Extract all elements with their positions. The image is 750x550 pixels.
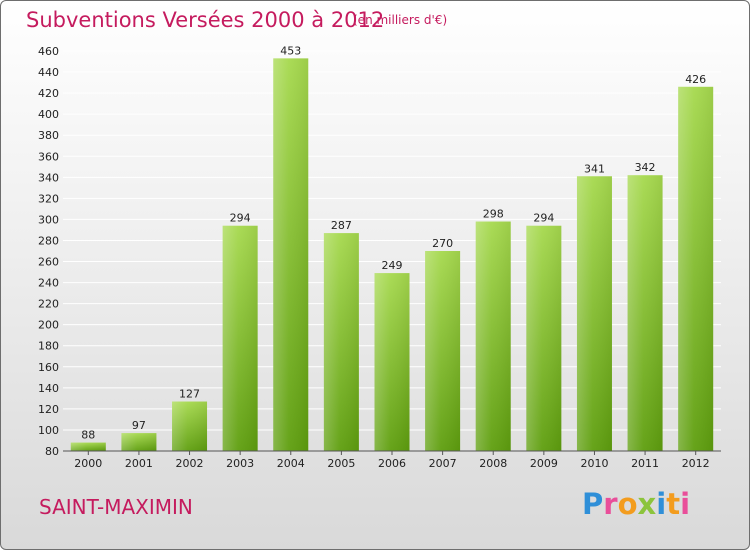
bar-shine — [222, 225, 258, 451]
x-tick-label: 2009 — [530, 457, 558, 470]
bar-shine — [273, 58, 309, 452]
y-tick-label: 80 — [45, 445, 59, 458]
bar-shine — [70, 442, 106, 451]
y-axis: 80 100 120 140 160 180 200 220 240 260 280 300 320 34… — [38, 45, 59, 458]
value-label: 287 — [331, 219, 352, 232]
value-label: 294 — [533, 212, 554, 225]
value-label: 453 — [280, 44, 301, 57]
value-label: 294 — [230, 212, 251, 225]
y-tick-label: 200 — [38, 319, 59, 332]
value-label: 97 — [132, 419, 146, 432]
y-tick-label: 160 — [38, 361, 59, 374]
y-tick-label: 380 — [38, 129, 59, 142]
y-tick-label: 360 — [38, 150, 59, 163]
x-tick-label: 2004 — [277, 457, 305, 470]
bar-shine — [121, 433, 157, 451]
bar-shine — [678, 86, 714, 451]
x-tick-label: 2001 — [125, 457, 153, 470]
bar-shine — [425, 251, 461, 451]
x-tick-label: 2011 — [631, 457, 659, 470]
x-tick-label: 2002 — [176, 457, 204, 470]
y-tick-label: 340 — [38, 171, 59, 184]
y-tick-label: 280 — [38, 234, 59, 247]
bars: 88 97 127 294 453 287 249 270 298 294 341 342 426 — [70, 44, 714, 452]
x-tick-label: 2000 — [74, 457, 102, 470]
bar-shine — [374, 273, 410, 451]
y-tick-label: 140 — [38, 382, 59, 395]
y-tick-label: 300 — [38, 213, 59, 226]
x-tick-label: 2003 — [226, 457, 254, 470]
proxiti-logo[interactable]: Proxiti — [582, 487, 691, 521]
bar-shine — [475, 221, 511, 451]
value-label: 341 — [584, 162, 605, 175]
x-tick-label: 2006 — [378, 457, 406, 470]
x-tick-label: 2005 — [327, 457, 355, 470]
y-tick-label: 120 — [38, 403, 59, 416]
y-tick-label: 400 — [38, 108, 59, 121]
value-label: 270 — [432, 237, 453, 250]
y-tick-label: 240 — [38, 277, 59, 290]
chart-title: Subventions Versées 2000 à 2012 — [26, 8, 385, 32]
y-tick-label: 440 — [38, 66, 59, 79]
chart-unit: (en milliers d'€) — [353, 13, 448, 27]
x-tick-label: 2007 — [429, 457, 457, 470]
y-tick-label: 220 — [38, 298, 59, 311]
bar-shine — [172, 401, 208, 451]
bar-shine — [323, 233, 359, 451]
value-label: 298 — [483, 208, 504, 221]
value-label: 88 — [81, 429, 95, 442]
value-label: 127 — [179, 388, 200, 401]
x-tick-label: 2012 — [682, 457, 710, 470]
value-label: 342 — [635, 161, 656, 174]
x-axis: 2000 2001 2002 2003 2004 2005 2006 2007 2008 2009… — [63, 450, 721, 470]
value-label: 426 — [685, 73, 706, 86]
y-tick-label: 420 — [38, 87, 59, 100]
x-tick-label: 2010 — [580, 457, 608, 470]
y-tick-label: 180 — [38, 340, 59, 353]
place-name: SAINT-MAXIMIN — [39, 495, 193, 519]
bar-shine — [576, 176, 612, 451]
y-tick-label: 100 — [38, 424, 59, 437]
value-label: 249 — [382, 259, 403, 272]
bar-shine — [526, 225, 562, 451]
y-tick-label: 260 — [38, 256, 59, 269]
bar-shine — [627, 175, 663, 452]
x-tick-label: 2008 — [479, 457, 507, 470]
y-tick-label: 320 — [38, 192, 59, 205]
y-tick-label: 460 — [38, 45, 59, 58]
